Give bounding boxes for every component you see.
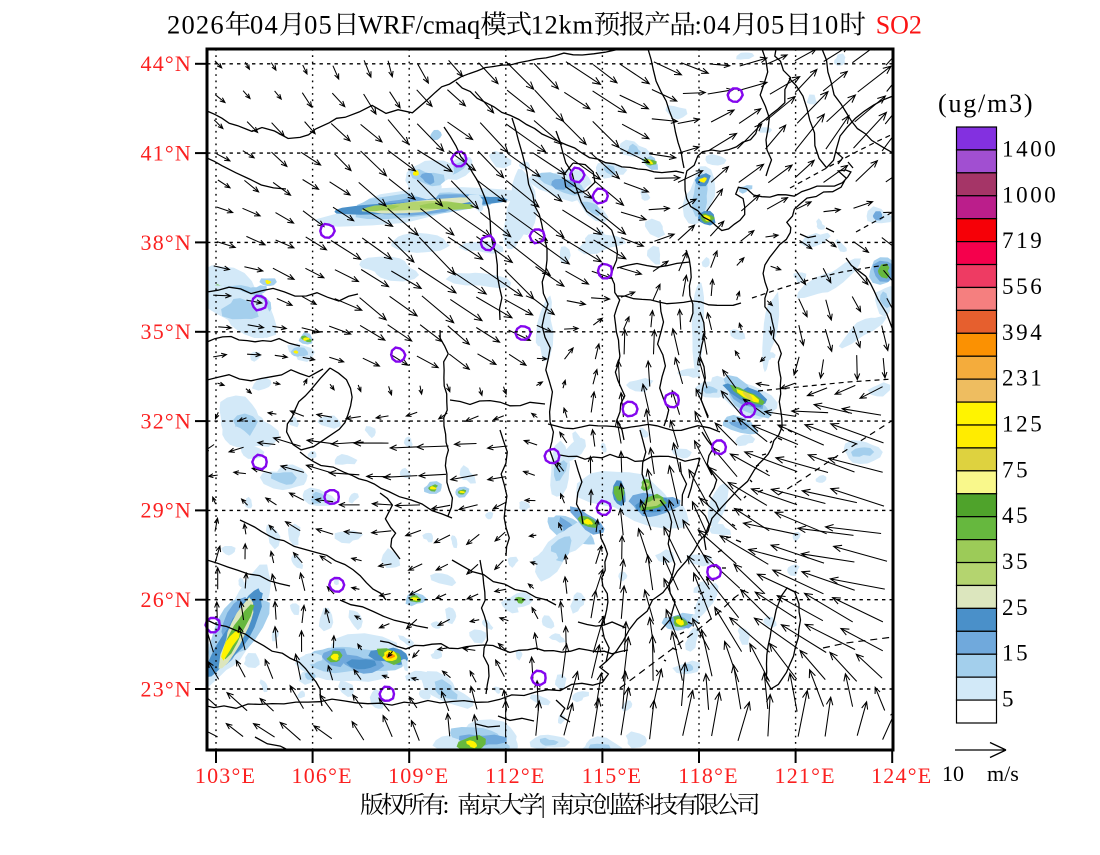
svg-text:45: 45 <box>1002 503 1030 528</box>
svg-text:1000: 1000 <box>1002 182 1058 207</box>
svg-text:35°N: 35°N <box>141 319 193 344</box>
svg-text:231: 231 <box>1002 366 1044 391</box>
svg-text:2026: 2026 <box>167 10 225 40</box>
svg-text:04: 04 <box>250 10 279 40</box>
svg-text:WRF/cmaq: WRF/cmaq <box>358 10 480 40</box>
svg-text:115°E: 115°E <box>582 763 642 788</box>
svg-text:75: 75 <box>1002 457 1030 482</box>
svg-text:29°N: 29°N <box>141 498 193 523</box>
svg-text::04: :04 <box>695 10 732 40</box>
svg-text:10: 10 <box>811 10 840 40</box>
svg-text:38°N: 38°N <box>141 230 193 255</box>
svg-text:394: 394 <box>1002 320 1044 345</box>
svg-text:25: 25 <box>1002 595 1030 620</box>
svg-text:32°N: 32°N <box>141 408 193 433</box>
svg-text:SO2: SO2 <box>876 11 922 40</box>
svg-text:(ug/m3): (ug/m3) <box>938 89 1034 118</box>
svg-text:1400: 1400 <box>1002 136 1058 161</box>
svg-text:125: 125 <box>1002 412 1044 437</box>
svg-text:05: 05 <box>304 10 333 40</box>
svg-text:23°N: 23°N <box>141 676 193 701</box>
svg-text:5: 5 <box>1002 687 1016 712</box>
svg-text:118°E: 118°E <box>678 763 738 788</box>
svg-text:12km: 12km <box>531 10 594 40</box>
svg-text:10: 10 <box>942 761 964 786</box>
svg-text:719: 719 <box>1002 228 1044 253</box>
svg-text:41°N: 41°N <box>141 140 193 165</box>
svg-text:44°N: 44°N <box>141 51 193 76</box>
svg-text:121°E: 121°E <box>775 763 836 788</box>
svg-text:05: 05 <box>757 10 786 40</box>
svg-text:103°E: 103°E <box>195 763 256 788</box>
svg-text:26°N: 26°N <box>141 587 193 612</box>
svg-text:112°E: 112°E <box>485 763 545 788</box>
svg-text:106°E: 106°E <box>292 763 353 788</box>
svg-text:15: 15 <box>1002 641 1030 666</box>
svg-text:35: 35 <box>1002 549 1030 574</box>
svg-text::: : <box>443 793 450 819</box>
svg-text:109°E: 109°E <box>388 763 449 788</box>
svg-text:124°E: 124°E <box>871 763 932 788</box>
svg-text:556: 556 <box>1002 274 1044 299</box>
svg-text:m/s: m/s <box>987 761 1019 786</box>
svg-text:|: | <box>541 793 546 819</box>
